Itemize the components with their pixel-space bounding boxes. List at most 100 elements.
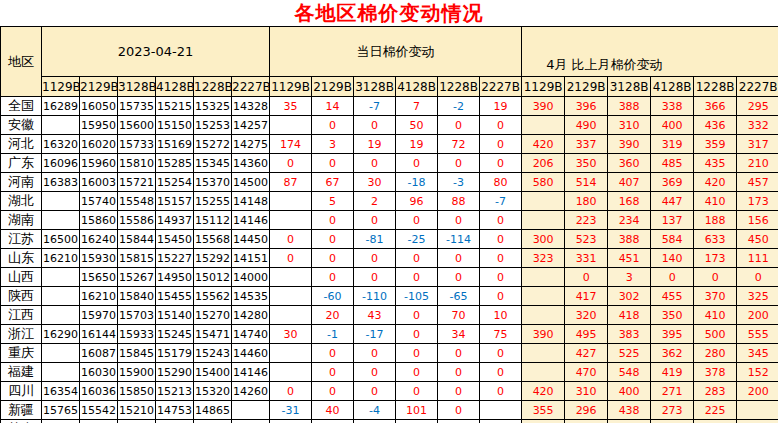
daily-change-cell[interactable]: 0 [396,382,438,401]
daily-change-cell[interactable]: 174 [270,135,312,154]
price-cell[interactable]: 16210 [42,249,80,268]
price-cell[interactable]: 16003 [80,173,118,192]
daily-change-cell[interactable]: 0 [438,211,480,230]
price-cell[interactable]: 15255 [194,192,232,211]
monthly-change-cell[interactable]: 419 [651,363,694,382]
price-cell[interactable]: 15970 [80,306,118,325]
region-label[interactable]: 陕西 [1,287,42,306]
monthly-change-cell[interactable]: 514 [565,173,608,192]
monthly-change-cell[interactable]: 383 [608,325,651,344]
monthly-change-cell[interactable]: 200 [737,306,778,325]
monthly-change-cell[interactable]: 451 [608,249,651,268]
daily-change-cell[interactable]: 30 [270,325,312,344]
monthly-change-cell[interactable]: 395 [651,325,694,344]
price-cell[interactable]: 15844 [118,230,156,249]
monthly-change-cell[interactable]: 156 [737,211,778,230]
monthly-change-cell[interactable]: 370 [694,287,737,306]
daily-change-cell[interactable]: 34 [438,325,480,344]
daily-change-cell[interactable]: 0 [354,211,396,230]
price-cell[interactable]: 15765 [42,401,80,420]
monthly-change-cell[interactable]: 223 [565,211,608,230]
daily-change-cell[interactable] [480,401,522,420]
daily-change-cell[interactable]: 0 [312,116,354,135]
daily-change-cell[interactable]: 0 [312,363,354,382]
daily-change-cell[interactable]: 0 [312,382,354,401]
monthly-change-cell[interactable]: 310 [608,116,651,135]
region-column-header[interactable]: 地区 [1,27,42,97]
price-cell[interactable]: 15810 [118,154,156,173]
price-cell[interactable] [42,306,80,325]
monthly-change-cell[interactable]: 271 [651,382,694,401]
monthly-change-cell[interactable] [522,420,565,423]
monthly-change-cell[interactable] [737,401,778,420]
grade-column-header[interactable]: 2129B [312,77,354,97]
price-cell[interactable] [42,287,80,306]
daily-change-cell[interactable]: -2 [438,97,480,116]
price-cell[interactable]: 15150 [156,116,194,135]
daily-change-cell[interactable] [270,306,312,325]
daily-change-cell[interactable]: 0 [396,306,438,325]
price-cell[interactable]: 16290 [42,325,80,344]
daily-change-cell[interactable]: 87 [270,173,312,192]
daily-change-section-header[interactable]: 当日棉价变动 [270,27,522,77]
monthly-change-cell[interactable]: 296 [565,401,608,420]
price-cell[interactable]: 15292 [194,249,232,268]
price-cell[interactable]: 14360 [232,154,270,173]
monthly-change-cell[interactable]: 319 [651,135,694,154]
price-cell[interactable]: 15370 [194,173,232,192]
price-cell[interactable]: 15157 [156,192,194,211]
daily-change-cell[interactable]: 70 [438,306,480,325]
monthly-change-cell[interactable]: 323 [522,249,565,268]
monthly-change-cell[interactable]: 206 [522,154,565,173]
daily-change-cell[interactable]: 0 [480,154,522,173]
price-cell[interactable]: 14280 [232,306,270,325]
monthly-change-cell[interactable]: 338 [651,97,694,116]
daily-change-cell[interactable]: 3 [312,135,354,154]
price-cell[interactable]: 16030 [80,363,118,382]
price-cell[interactable]: 15245 [156,325,194,344]
monthly-change-cell[interactable]: 525 [608,344,651,363]
monthly-change-cell[interactable]: 435 [694,154,737,173]
daily-change-cell[interactable]: 101 [396,401,438,420]
daily-change-cell[interactable] [270,116,312,135]
daily-change-cell[interactable]: -60 [312,287,354,306]
monthly-change-cell[interactable]: 295 [737,97,778,116]
monthly-change-cell[interactable]: 500 [694,325,737,344]
daily-change-cell[interactable]: 0 [270,154,312,173]
price-cell[interactable]: 15586 [118,211,156,230]
region-label[interactable]: 河北 [1,135,42,154]
daily-change-cell[interactable]: 0 [438,401,480,420]
price-cell[interactable]: 15272 [194,135,232,154]
price-cell[interactable]: 16289 [42,97,80,116]
grade-column-header[interactable]: 4128B [651,77,694,97]
region-label[interactable]: 四川 [1,382,42,401]
daily-change-cell[interactable]: 0 [354,420,396,423]
grade-column-header[interactable]: 2227B [737,77,778,97]
daily-change-cell[interactable]: -18 [396,173,438,192]
daily-change-cell[interactable]: 0 [480,363,522,382]
daily-change-cell[interactable]: 50 [396,116,438,135]
monthly-change-cell[interactable]: 427 [565,344,608,363]
price-cell[interactable]: 15215 [156,97,194,116]
monthly-change-cell[interactable]: 0 [737,268,778,287]
daily-change-cell[interactable]: 0 [438,420,480,423]
daily-change-cell[interactable]: 80 [480,173,522,192]
price-cell[interactable]: 15721 [118,173,156,192]
daily-change-cell[interactable]: 0 [480,382,522,401]
monthly-change-cell[interactable] [522,363,565,382]
price-cell[interactable] [42,344,80,363]
price-cell[interactable]: 15471 [194,325,232,344]
daily-change-cell[interactable]: 0 [312,344,354,363]
monthly-change-cell[interactable]: 273 [651,401,694,420]
daily-change-cell[interactable]: 0 [354,382,396,401]
date-section-header[interactable]: 2023-04-21 [42,27,270,77]
price-cell[interactable]: 15267 [118,268,156,287]
monthly-change-cell[interactable]: 369 [651,173,694,192]
daily-change-cell[interactable]: 0 [480,135,522,154]
price-cell[interactable]: 16320 [42,135,80,154]
price-cell[interactable]: 15740 [80,192,118,211]
monthly-change-cell[interactable]: 350 [651,306,694,325]
grade-column-header[interactable]: 2129B [80,77,118,97]
daily-change-cell[interactable]: 0 [480,249,522,268]
daily-change-cell[interactable] [270,287,312,306]
